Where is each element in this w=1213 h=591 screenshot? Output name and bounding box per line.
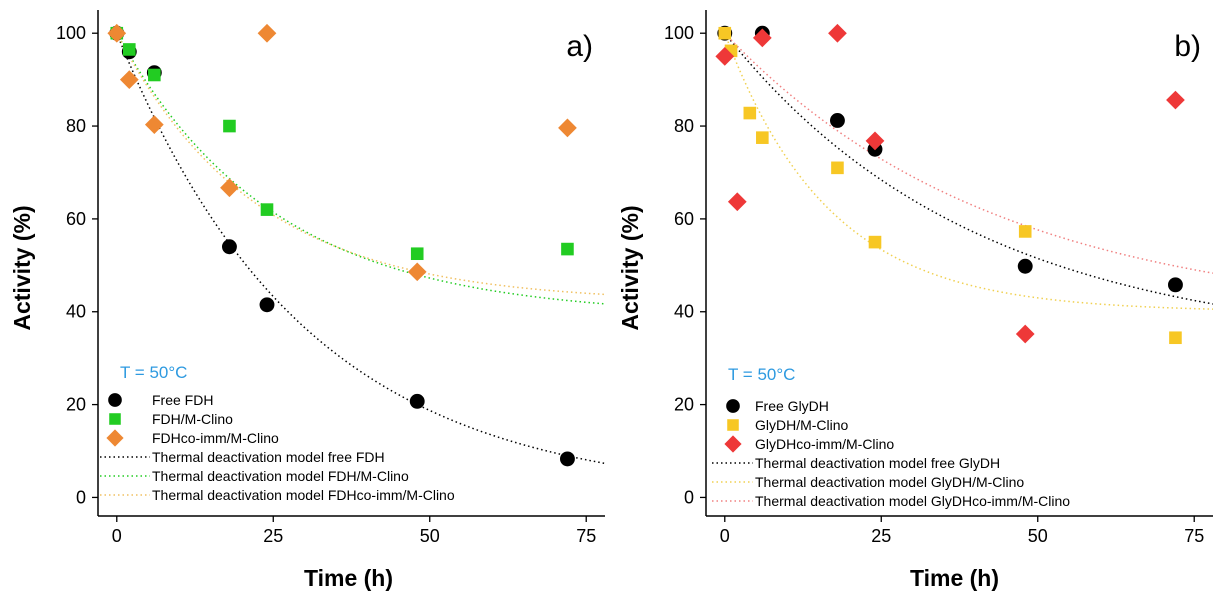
y-tick-label: 20 xyxy=(66,395,86,415)
x-axis-title: Time (h) xyxy=(910,565,999,591)
data-point xyxy=(119,70,139,89)
data-point xyxy=(107,23,127,43)
legend-label: Thermal deactivation model FDH/M-Clino xyxy=(152,468,409,484)
data-point xyxy=(743,106,757,120)
data-point xyxy=(259,297,275,313)
legend-marker xyxy=(109,413,121,425)
model-curves xyxy=(724,32,1213,310)
legend-label: Thermal deactivation model FDHco-imm/M-C… xyxy=(152,487,455,503)
x-tick-label: 50 xyxy=(420,526,440,546)
data-point xyxy=(560,451,575,467)
y-axis-title: Activity (%) xyxy=(9,205,35,330)
model-curve xyxy=(724,32,1213,305)
y-tick-label: 0 xyxy=(684,487,694,507)
y-tick-label: 60 xyxy=(66,209,86,229)
series-diamond xyxy=(715,23,1185,344)
y-tick-label: 40 xyxy=(674,302,694,322)
x-tick-label: 0 xyxy=(112,526,122,546)
legend-label: GlyDHco-imm/M-Clino xyxy=(755,436,894,452)
x-tick-label: 75 xyxy=(576,526,596,546)
data-point xyxy=(223,119,236,133)
y-tick-label: 100 xyxy=(56,23,86,43)
data-point xyxy=(1018,225,1032,238)
y-tick-label: 80 xyxy=(66,116,86,136)
data-point xyxy=(257,23,277,43)
data-point xyxy=(220,178,239,198)
legend-label: Thermal deactivation model GlyDHco-imm/M… xyxy=(755,493,1070,509)
temperature-label: T = 50°C xyxy=(120,363,187,382)
data-point xyxy=(1169,331,1182,345)
legend-label: FDHco-imm/M-Clino xyxy=(152,430,279,446)
model-curve xyxy=(724,32,1213,310)
model-curve xyxy=(724,32,1213,274)
data-point xyxy=(561,242,574,256)
data-point xyxy=(1017,258,1033,274)
data-point xyxy=(727,192,747,212)
legend-label: Free GlyDH xyxy=(755,398,829,414)
data-point xyxy=(558,118,577,138)
legend-label: Thermal deactivation model free GlyDH xyxy=(755,455,1000,471)
data-point xyxy=(1168,277,1183,293)
y-tick-label: 60 xyxy=(674,209,694,229)
legend: Free FDH FDH/M-Clino FDHco-imm/M-Clino Ther… xyxy=(100,392,455,503)
data-point xyxy=(715,47,735,66)
data-point xyxy=(148,68,161,82)
legend-label: FDH/M-Clino xyxy=(152,411,233,427)
legend-label: Thermal deactivation model free FDH xyxy=(152,449,385,465)
x-tick-label: 25 xyxy=(263,526,283,546)
y-tick-label: 100 xyxy=(664,23,694,43)
series-diamond xyxy=(107,23,577,282)
panel-label: a) xyxy=(566,30,593,63)
y-tick-label: 0 xyxy=(76,487,86,507)
data-point xyxy=(222,239,237,255)
x-tick-label: 75 xyxy=(1184,526,1204,546)
data-point xyxy=(828,23,847,43)
x-axis-title: Time (h) xyxy=(304,565,393,591)
legend-label: Free FDH xyxy=(152,392,213,408)
series-square xyxy=(110,26,574,261)
y-tick-label: 40 xyxy=(66,302,86,322)
data-point xyxy=(718,26,732,40)
model-curves xyxy=(116,32,605,465)
legend-marker xyxy=(106,429,124,447)
data-point xyxy=(756,131,769,144)
data-point xyxy=(868,235,882,249)
series-square xyxy=(718,26,1182,345)
panel-b: 0 20 40 60 80 100 0 25 50 75 Time (h) Activity (%) b… xyxy=(617,10,1213,591)
x-tick-label: 50 xyxy=(1028,526,1048,546)
data-point xyxy=(830,113,845,128)
legend-label: Thermal deactivation model GlyDH/M-Clino xyxy=(755,474,1024,490)
model-curve xyxy=(116,32,605,465)
legend-marker xyxy=(108,393,122,407)
data-point xyxy=(865,131,885,151)
model-curve xyxy=(116,32,605,296)
legend-marker xyxy=(724,435,742,453)
data-point xyxy=(410,247,424,261)
data-point xyxy=(260,203,274,216)
data-point xyxy=(1166,90,1185,110)
legend-marker xyxy=(727,419,739,431)
x-tick-label: 0 xyxy=(720,526,730,546)
panel-a: 0 20 40 60 80 100 0 25 50 75 Time (h) Activity (%) a… xyxy=(9,10,605,591)
data-point xyxy=(407,262,427,282)
x-tick-label: 25 xyxy=(871,526,891,546)
temperature-label: T = 50°C xyxy=(728,365,795,384)
data-point xyxy=(752,28,772,48)
legend-marker xyxy=(726,399,740,413)
y-axis-title: Activity (%) xyxy=(617,205,643,330)
data-point xyxy=(144,115,164,135)
data-point xyxy=(409,393,425,409)
data-point xyxy=(831,161,844,175)
panel-label: b) xyxy=(1174,30,1201,63)
model-curve xyxy=(116,32,605,305)
data-point xyxy=(122,43,136,56)
legend: Free GlyDH GlyDH/M-Clino GlyDHco-imm/M-Cli… xyxy=(712,398,1070,509)
y-tick-label: 20 xyxy=(674,395,694,415)
legend-label: GlyDH/M-Clino xyxy=(755,417,849,433)
y-tick-label: 80 xyxy=(674,116,694,136)
data-point xyxy=(1015,324,1035,344)
